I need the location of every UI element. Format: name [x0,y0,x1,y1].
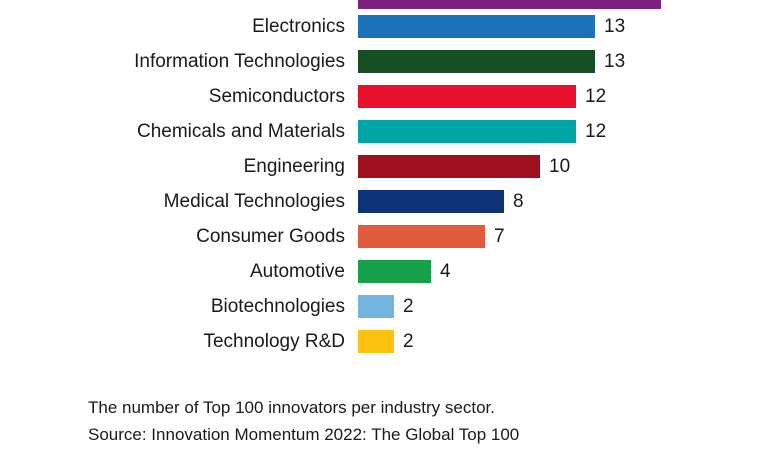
category-label: Biotechnologies [210,295,345,317]
bar-row: Semiconductors 12 [0,79,770,114]
bar-row: Consumer Goods 7 [0,219,770,254]
bar [358,15,595,38]
chart-caption: The number of Top 100 innovators per ind… [88,394,519,448]
bar-row: Information Technologies 13 [0,44,770,79]
bar-row: Electronics 13 [0,9,770,44]
bar [358,85,576,108]
bar-row: Engineering 10 [0,149,770,184]
category-label: Information Technologies [134,50,345,72]
bar [358,330,394,353]
partial-top-bar [358,0,661,9]
value-label: 2 [403,295,414,317]
value-label: 4 [440,260,451,282]
bar-rows: Electronics 13 Information Technologies 13 S… [0,9,770,359]
value-label: 8 [513,190,524,212]
category-label: Technology R&D [203,330,345,352]
value-label: 10 [549,155,571,177]
bar [358,260,431,283]
category-label: Medical Technologies [163,190,345,212]
bar-row: Chemicals and Materials 12 [0,114,770,149]
category-label: Automotive [249,260,345,282]
bar-row: Automotive 4 [0,254,770,289]
bar [358,50,595,73]
category-label: Chemicals and Materials [136,120,345,142]
category-label: Semiconductors [208,85,345,107]
category-label: Electronics [252,15,345,37]
value-label: 7 [494,225,505,247]
category-label: Consumer Goods [196,225,345,247]
value-label: 13 [604,50,626,72]
bar [358,155,540,178]
bar-row: Medical Technologies 8 [0,184,770,219]
value-label: 2 [403,330,414,352]
category-label: Engineering [243,155,345,177]
bar [358,190,504,213]
value-label: 13 [604,15,626,37]
bar [358,225,485,248]
bar [358,295,394,318]
value-label: 12 [585,85,607,107]
caption-line-1: The number of Top 100 innovators per ind… [88,398,495,417]
caption-line-2: Source: Innovation Momentum 2022: The Gl… [88,425,520,444]
bar-row: Biotechnologies 2 [0,289,770,324]
bar [358,120,576,143]
bar-row: Technology R&D 2 [0,324,770,359]
value-label: 12 [585,120,607,142]
